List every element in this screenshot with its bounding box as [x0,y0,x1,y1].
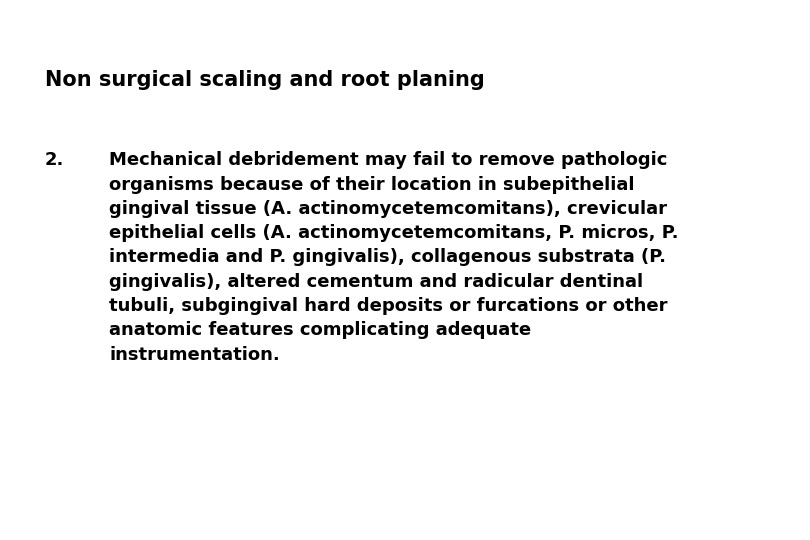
Text: Non surgical scaling and root planing: Non surgical scaling and root planing [45,70,484,90]
Text: 2.: 2. [45,151,64,169]
Text: Mechanical debridement may fail to remove pathologic
organisms because of their : Mechanical debridement may fail to remov… [109,151,679,363]
